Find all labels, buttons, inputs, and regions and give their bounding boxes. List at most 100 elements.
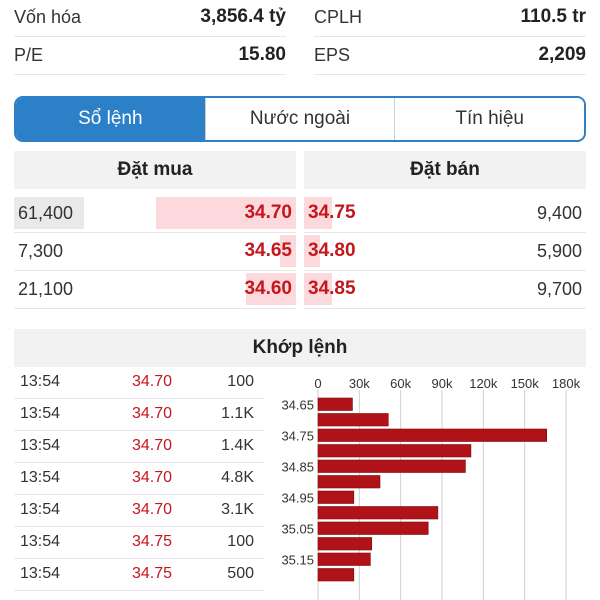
volume-bar	[317, 459, 466, 473]
stat-value: 15.80	[238, 44, 286, 65]
stats-row-1: Vốn hóa 3,856.4 tỷ CPLH 110.5 tr	[14, 0, 586, 38]
sell-depth-bar	[304, 235, 320, 267]
matched-orders-header: Khớp lệnh	[14, 329, 586, 367]
match-row: 13:54 34.70 1.1K	[14, 399, 264, 431]
orderbook-row: 21,100 34.60 34.85 9,700	[14, 271, 586, 309]
volume-bar	[317, 521, 429, 535]
volume-bar	[317, 444, 472, 458]
match-row: 13:54 34.70 4.8K	[14, 463, 264, 495]
match-volume: 100	[227, 533, 254, 550]
stat-label: EPS	[314, 45, 351, 65]
y-tick-label: 35.05	[281, 521, 314, 536]
volume-bar	[317, 552, 371, 566]
volume-bar	[317, 413, 389, 427]
match-volume: 100	[227, 373, 254, 390]
stat-market-cap: Vốn hóa 3,856.4 tỷ	[14, 0, 286, 37]
volume-bar	[317, 537, 373, 551]
buy-depth-bar	[280, 235, 296, 267]
tab-signals[interactable]: Tín hiệu	[394, 98, 584, 140]
volume-bar	[317, 397, 353, 411]
match-volume: 4.8K	[221, 469, 254, 486]
buy-depth-bar	[246, 273, 296, 305]
sell-price[interactable]: 34.80	[308, 240, 356, 261]
match-row: 13:54 34.70 1.4K	[14, 431, 264, 463]
orderbook-row: 7,300 34.65 34.80 5,900	[14, 233, 586, 271]
row-divider	[304, 308, 586, 309]
stat-pe: P/E 15.80	[14, 38, 286, 75]
y-tick-label: 35.15	[281, 552, 314, 567]
sell-price[interactable]: 34.75	[308, 202, 356, 223]
tab-foreign[interactable]: Nước ngoài	[204, 98, 395, 140]
buy-depth-bar	[156, 197, 296, 229]
tab-bar: Sổ lệnh Nước ngoài Tín hiệu	[14, 96, 586, 142]
match-price: 34.70	[132, 373, 173, 390]
stats-row-2: P/E 15.80 EPS 2,209	[14, 38, 586, 76]
x-tick-label: 0	[314, 376, 321, 391]
chart-bars	[317, 397, 548, 582]
row-divider	[304, 232, 586, 233]
match-time: 13:54	[20, 373, 61, 390]
buy-volume: 61,400	[18, 203, 74, 223]
x-tick-label: 30k	[349, 376, 370, 391]
row-divider	[14, 308, 296, 309]
buy-volume: 21,100	[18, 279, 74, 299]
match-volume: 1.4K	[221, 437, 254, 454]
match-time: 13:54	[20, 405, 61, 422]
match-price: 34.70	[132, 405, 173, 422]
buy-price[interactable]: 34.60	[244, 278, 292, 299]
buy-volume: 7,300	[18, 241, 64, 261]
match-time: 13:54	[20, 469, 61, 486]
stat-label: P/E	[14, 45, 44, 65]
match-time: 13:54	[20, 533, 61, 550]
match-price: 34.70	[132, 437, 173, 454]
stat-value: 3,856.4 tỷ	[200, 6, 286, 27]
row-divider	[14, 232, 296, 233]
sell-orders-header: Đặt bán	[304, 151, 586, 189]
match-time: 13:54	[20, 565, 61, 582]
match-time: 13:54	[20, 501, 61, 518]
stat-label: CPLH	[314, 7, 363, 27]
y-tick-label: 34.85	[281, 459, 314, 474]
x-tick-label: 120k	[469, 376, 498, 391]
volume-by-price-chart: 0 30k 60k 90k 120k 150k 180k 34.6534.7534.8534…	[281, 376, 581, 600]
match-price: 34.70	[132, 469, 173, 486]
volume-bar	[317, 490, 355, 504]
buy-price[interactable]: 34.65	[244, 240, 292, 261]
y-tick-label: 34.75	[281, 428, 314, 443]
match-volume: 500	[227, 565, 254, 582]
match-volume: 3.1K	[221, 501, 254, 518]
match-row: 13:54 34.75 500	[14, 559, 264, 591]
sell-depth-bar	[304, 197, 332, 229]
sell-volume: 5,900	[536, 241, 582, 261]
match-row: 13:54 34.75 100	[14, 527, 264, 559]
sell-price[interactable]: 34.85	[308, 278, 356, 299]
y-axis-ticks: 34.65 34.75 34.85 34.95 35.05 35.15	[281, 397, 314, 567]
row-divider	[304, 270, 586, 271]
match-volume: 1.1K	[221, 405, 254, 422]
volume-bar	[317, 475, 381, 489]
buy-price[interactable]: 34.70	[244, 202, 292, 223]
x-tick-label: 180k	[552, 376, 581, 391]
volume-bar	[317, 428, 548, 442]
volume-highlight	[14, 197, 84, 229]
buy-orders-header: Đặt mua	[14, 151, 296, 189]
orderbook-row: 61,400 34.70 34.75 9,400	[14, 195, 586, 233]
stat-label: Vốn hóa	[14, 7, 82, 27]
x-tick-label: 90k	[432, 376, 453, 391]
volume-bar	[317, 506, 439, 520]
match-price: 34.70	[132, 501, 173, 518]
x-tick-label: 60k	[390, 376, 411, 391]
stat-value: 2,209	[538, 44, 586, 65]
stat-eps: EPS 2,209	[314, 38, 586, 75]
y-tick-label: 34.95	[281, 490, 314, 505]
sell-volume: 9,700	[536, 279, 582, 299]
stat-value: 110.5 tr	[520, 6, 587, 27]
sell-depth-bar	[304, 273, 332, 305]
y-tick-label: 34.65	[281, 397, 314, 412]
match-price: 34.75	[132, 533, 173, 550]
match-row: 13:54 34.70 3.1K	[14, 495, 264, 527]
tab-order-book[interactable]: Sổ lệnh	[16, 98, 205, 140]
match-time: 13:54	[20, 437, 61, 454]
row-divider	[14, 270, 296, 271]
stat-shares-outstanding: CPLH 110.5 tr	[314, 0, 586, 37]
